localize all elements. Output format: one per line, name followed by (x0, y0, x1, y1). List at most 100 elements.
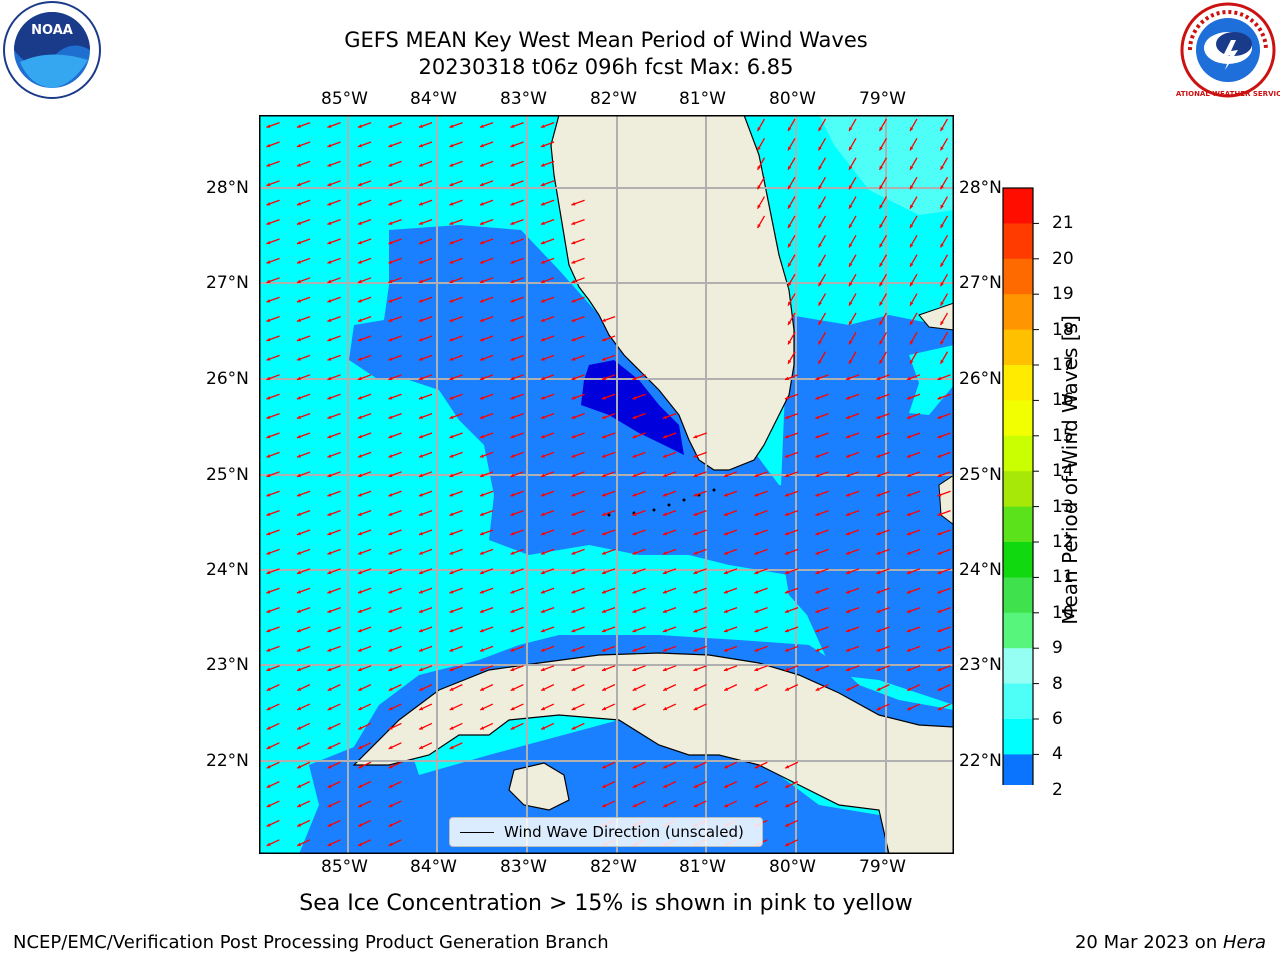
wind-arrow (388, 277, 402, 284)
wind-arrow (388, 296, 402, 303)
wind-arrow (937, 393, 951, 400)
wind-arrow (510, 238, 524, 245)
wind-arrow (327, 645, 341, 652)
wind-arrow (909, 118, 918, 132)
wind-arrow (266, 645, 280, 652)
wind-arrow (540, 626, 555, 633)
noaa-logo-text: NOAA (31, 23, 73, 38)
wind-arrow (540, 587, 555, 594)
wind-arrow (266, 238, 280, 245)
wind-arrow (418, 121, 433, 129)
wind-arrow (388, 781, 402, 789)
colorbar-tick-label: 6 (1052, 709, 1063, 729)
wind-arrow (479, 238, 494, 245)
wind-arrow (784, 781, 799, 789)
wind-arrow (357, 645, 372, 652)
wind-arrow (845, 568, 860, 575)
wind-arrow (939, 196, 949, 209)
wind-arrow (848, 254, 857, 268)
wind-arrow (662, 800, 677, 808)
wind-arrow (571, 354, 585, 361)
wind-arrow (723, 626, 738, 633)
wind-arrow (479, 471, 494, 478)
wind-arrow (632, 393, 646, 400)
wind-arrow (266, 548, 280, 555)
wind-arrow (540, 722, 555, 730)
wind-arrow (848, 235, 857, 248)
wind-arrow (479, 568, 494, 575)
florida-keys (607, 488, 716, 517)
wind-arrow (909, 215, 918, 229)
wind-arrow (357, 665, 372, 672)
wind-arrow (418, 277, 433, 284)
wind-arrow (327, 432, 341, 439)
lat-tick-right: 28°N (959, 178, 1002, 198)
colorbar-segment (1003, 542, 1033, 578)
wind-arrow (784, 432, 799, 439)
wind-arrow (510, 335, 524, 342)
footer-date: 20 Mar 2023 on (1074, 932, 1223, 953)
wind-arrow (296, 374, 311, 381)
wind-arrow (418, 451, 433, 458)
wind-arrow (693, 432, 707, 439)
wind-arrow (876, 684, 890, 692)
wind-arrow (817, 293, 827, 306)
lon-tick-top: 85°W (321, 89, 368, 109)
wind-arrow (906, 451, 921, 458)
wind-arrow (848, 138, 857, 151)
wind-arrow (756, 176, 766, 190)
wind-arrow (266, 568, 280, 575)
wind-arrow (449, 180, 463, 187)
wind-arrow (693, 587, 707, 594)
wind-arrow (848, 273, 857, 287)
wind-arrow (296, 238, 311, 245)
wind-arrow (909, 351, 918, 365)
wind-arrow (418, 257, 433, 264)
wind-arrow (479, 548, 494, 555)
wind-arrow (540, 199, 555, 206)
wind-arrow (876, 432, 890, 439)
wind-arrow (357, 684, 372, 692)
colorbar-segment (1003, 577, 1033, 614)
wind-arrow (909, 157, 918, 171)
wind-arrow (878, 293, 888, 306)
colorbar-tick-label: 8 (1052, 673, 1063, 694)
wind-arrow (510, 606, 524, 614)
wind-arrow (784, 548, 799, 555)
wind-arrow (937, 432, 951, 439)
wind-arrow (815, 606, 829, 614)
wind-arrow (571, 315, 585, 323)
wind-arrow (540, 490, 555, 497)
wind-arrow (784, 684, 799, 692)
wind-arrow (296, 606, 311, 614)
wind-arrow (357, 121, 372, 129)
wind-arrow (510, 180, 524, 187)
wind-arrow (479, 121, 494, 129)
wind-arrow (266, 606, 280, 614)
wind-arrow (909, 293, 918, 306)
wind-arrow (571, 509, 585, 517)
wind-arrow (909, 312, 918, 326)
wind-arrow (479, 529, 494, 536)
wind-arrow (601, 393, 616, 400)
wind-arrow (723, 606, 738, 614)
wind-arrow (327, 180, 341, 187)
wind-arrow (876, 490, 890, 497)
wind-arrow (906, 684, 921, 692)
wind-arrow (817, 312, 827, 326)
wind-arrow (723, 781, 738, 789)
wind-arrow (388, 374, 402, 381)
wind-arrow (357, 180, 372, 187)
wind-arrow (876, 665, 890, 672)
wind-arrow (510, 121, 524, 129)
wind-arrow (632, 432, 646, 439)
wind-arrow (388, 218, 402, 226)
wind-arrow (909, 196, 918, 209)
wind-arrow (357, 238, 372, 245)
wind-arrow (327, 722, 341, 730)
wind-arrow (357, 839, 372, 847)
wind-arrow (878, 273, 888, 287)
wind-arrow (540, 529, 555, 536)
wind-arrow (787, 176, 796, 190)
wind-arrow (510, 374, 524, 381)
